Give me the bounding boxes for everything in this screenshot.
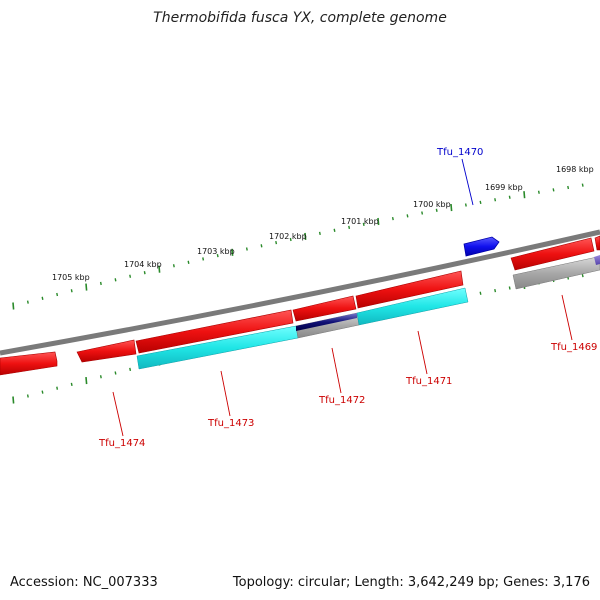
tick-ring-outer <box>12 183 584 310</box>
gene-arrow-tfu-1474[interactable] <box>76 339 137 363</box>
gene-arrow-tfu-1471[interactable] <box>355 270 464 309</box>
inner-ring-minor-tick <box>479 291 482 295</box>
inner-ring-major-tick <box>85 376 88 385</box>
outer-ring-minor-tick <box>99 281 102 286</box>
outer-ring-minor-tick <box>172 264 175 268</box>
outer-ring-minor-tick <box>129 274 132 278</box>
outer-ring-minor-tick <box>216 253 219 258</box>
gene-label-tfu-1473[interactable]: Tfu_1473 <box>207 418 254 429</box>
inner-ring-minor-tick <box>56 386 59 390</box>
label-leaders <box>112 158 573 437</box>
outer-ring-minor-tick <box>537 190 540 194</box>
outer-ring-minor-tick <box>421 211 424 215</box>
tick-label-1701: 1701 kbp <box>341 217 379 226</box>
inner-ring-major-tick <box>12 396 15 404</box>
outer-ring-minor-tick <box>567 185 570 190</box>
outer-ring-minor-tick <box>56 292 59 297</box>
feature-lane-inner <box>136 255 600 370</box>
gene-label-tfu-1474[interactable]: Tfu_1474 <box>98 438 145 449</box>
outer-ring-minor-tick <box>464 203 467 207</box>
outer-ring-minor-tick <box>245 247 248 251</box>
inner-ring-minor-tick <box>41 390 44 394</box>
outer-ring-minor-tick <box>114 278 117 282</box>
outer-ring-minor-tick <box>479 200 482 204</box>
outer-ring-minor-tick <box>362 222 365 227</box>
outer-ring-minor-tick <box>435 208 438 212</box>
gene-label-tfu-1470[interactable]: Tfu_1470 <box>436 147 483 158</box>
gene-labels: Tfu_1470 Tfu_1469 Tfu_1471 Tfu_1472 Tfu_… <box>98 147 597 449</box>
outer-ring-minor-tick <box>26 300 29 304</box>
genome-title: Thermobifida fusca YX, complete genome <box>153 10 447 26</box>
outer-ring-minor-tick <box>260 244 263 248</box>
inner-ring-minor-tick <box>99 375 102 379</box>
gene-arrow-tfu-1469[interactable] <box>510 237 595 271</box>
outer-ring-minor-tick <box>581 183 584 187</box>
outer-ring-minor-tick <box>494 198 497 202</box>
outer-ring-minor-tick <box>289 237 292 242</box>
outer-ring-major-tick <box>523 191 526 199</box>
tick-label-1702: 1702 kbp <box>269 232 307 241</box>
outer-ring-minor-tick <box>143 271 146 275</box>
inner-ring-minor-tick <box>129 367 132 371</box>
outer-ring-minor-tick <box>391 217 394 221</box>
tick-label-1700: 1700 kbp <box>413 200 451 209</box>
gene-tfu-1470[interactable] <box>463 236 500 257</box>
outer-ring-minor-tick <box>70 289 73 293</box>
gene-arrow-tfu-1472[interactable] <box>292 295 357 322</box>
outer-ring-minor-tick <box>318 231 321 235</box>
tick-ring-inner <box>12 273 584 404</box>
outer-ring-minor-tick <box>187 260 190 264</box>
tick-label-1704: 1704 kbp <box>124 260 162 269</box>
outer-ring-minor-tick <box>275 240 278 245</box>
outer-ring-major-tick <box>450 204 453 212</box>
gene-arrow-tfu-1473[interactable] <box>135 309 294 354</box>
inner-ring-minor-tick <box>581 273 584 278</box>
inner-ring-minor-tick <box>114 371 117 375</box>
outer-ring-minor-tick <box>406 214 409 218</box>
outer-ring-major-tick <box>304 232 307 240</box>
outer-ring-minor-tick <box>508 195 511 199</box>
grey-block-tfu-1469[interactable] <box>512 256 600 290</box>
inner-ring-minor-tick <box>26 394 29 398</box>
gene-label-tfu-1472[interactable]: Tfu_1472 <box>318 395 365 406</box>
inner-ring-minor-tick <box>508 286 511 290</box>
outer-ring-major-tick <box>231 248 234 256</box>
accession-text: Accession: NC_007333 <box>10 575 158 590</box>
inner-ring-minor-tick <box>70 382 73 386</box>
inner-ring-minor-tick <box>494 288 497 293</box>
purple-block-edge[interactable] <box>594 255 600 265</box>
genome-backbone <box>0 229 600 356</box>
tick-labels: 1705 kbp 1704 kbp 1703 kbp 1702 kbp 1701… <box>52 165 594 282</box>
tick-label-1703: 1703 kbp <box>197 247 235 256</box>
gene-label-tfu-1469[interactable]: Tfu_1469 <box>550 342 597 353</box>
outer-ring-major-tick <box>158 265 161 273</box>
outer-ring-minor-tick <box>41 296 44 300</box>
outer-ring-minor-tick <box>333 228 336 232</box>
tick-label-1705: 1705 kbp <box>52 273 90 282</box>
outer-ring-minor-tick <box>202 257 205 261</box>
outer-ring-major-tick <box>85 283 88 291</box>
outer-ring-minor-tick <box>552 188 555 192</box>
gene-label-tfu-1471[interactable]: Tfu_1471 <box>405 376 452 387</box>
genome-summary-text: Topology: circular; Length: 3,642,249 bp… <box>232 575 590 590</box>
tick-label-1698: 1698 kbp <box>556 165 594 174</box>
outer-ring-major-tick <box>12 302 15 310</box>
outer-ring-major-tick <box>377 217 380 226</box>
tick-label-1699: 1699 kbp <box>485 183 523 192</box>
outer-ring-minor-tick <box>348 225 351 229</box>
gene-arrow-right-edge[interactable] <box>594 235 600 251</box>
forward-genes <box>0 235 600 376</box>
gene-arrow-left-edge[interactable] <box>0 351 58 376</box>
cds-block-tfu-1471[interactable] <box>356 287 469 326</box>
navy-block-tfu-1472[interactable] <box>296 313 357 331</box>
